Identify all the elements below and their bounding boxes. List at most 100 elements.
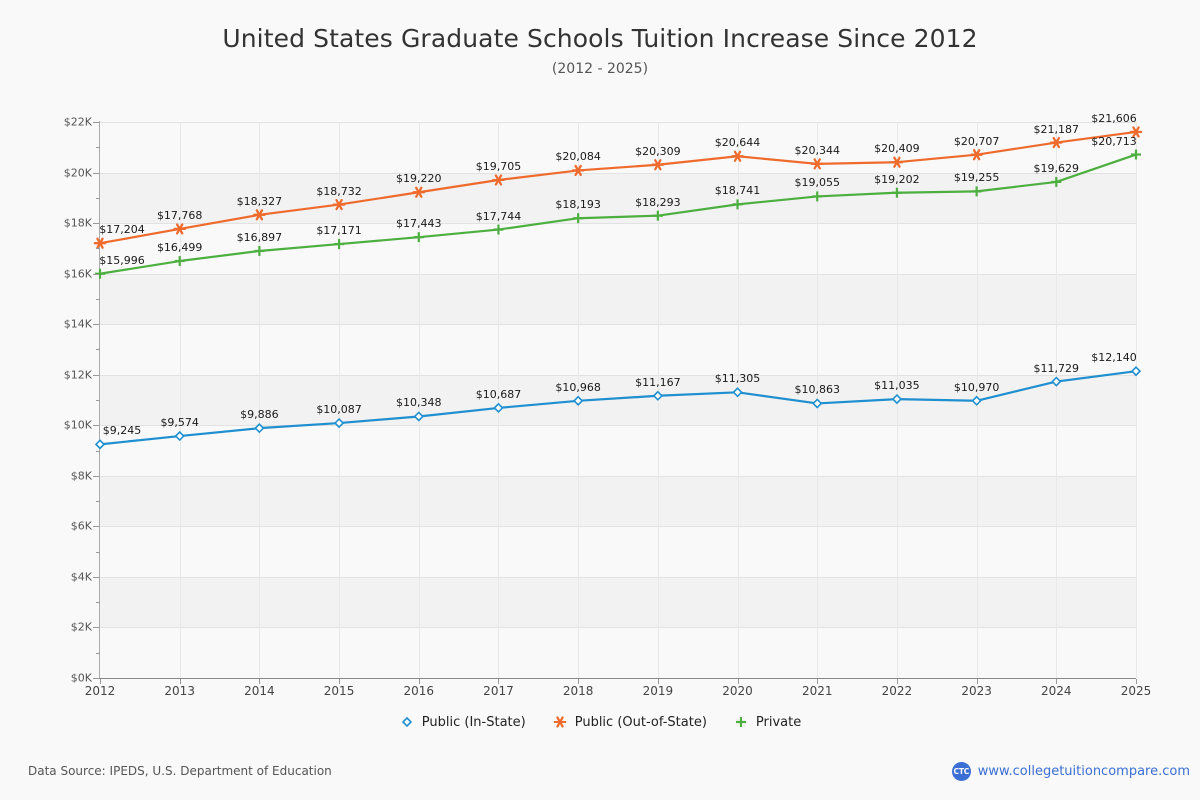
x-axis-tick-label: 2014	[244, 684, 275, 698]
x-axis-tick	[179, 679, 181, 684]
plus-icon	[735, 717, 746, 727]
asterisk-icon	[93, 237, 107, 249]
diamond-outline-icon	[652, 390, 663, 401]
x-axis-tick-label: 2017	[483, 684, 514, 698]
y-axis-tick	[93, 526, 99, 528]
series-line	[99, 130, 1137, 245]
plus-icon	[735, 717, 746, 727]
y-axis-tick	[93, 425, 99, 427]
y-axis-tick-label: $10K	[63, 418, 92, 432]
x-axis-tick-label: 2023	[961, 684, 992, 698]
y-axis-minor-tick	[96, 551, 100, 553]
asterisk-icon	[731, 150, 744, 162]
x-axis-tick	[259, 679, 261, 684]
gridline-vertical	[1056, 122, 1058, 678]
diamond-outline-icon	[401, 716, 412, 728]
legend-item[interactable]: Public (In-State)	[399, 714, 526, 730]
asterisk-icon	[810, 158, 824, 170]
plus-icon	[573, 213, 584, 224]
site-link[interactable]: CTC www.collegetuitioncompare.com	[951, 762, 1190, 781]
diamond-outline-icon	[94, 439, 106, 450]
diamond-outline-icon	[573, 395, 584, 406]
legend-item-label: Private	[755, 714, 802, 730]
y-axis-minor-tick	[96, 652, 100, 654]
diamond-outline-icon	[1051, 376, 1062, 387]
asterisk-icon	[553, 716, 566, 728]
plus-icon	[652, 210, 663, 221]
gridline-horizontal	[100, 374, 1136, 376]
x-axis-tick	[896, 679, 898, 684]
y-axis-tick	[93, 172, 99, 174]
plus-icon	[1131, 149, 1141, 160]
series-line	[99, 370, 1137, 446]
x-axis-tick	[657, 679, 659, 684]
plus-icon	[1051, 176, 1062, 187]
diamond-outline-icon	[333, 417, 345, 429]
gridline-horizontal	[100, 223, 1136, 225]
diamond-outline-icon	[812, 398, 823, 409]
x-axis-tick-label: 2021	[801, 684, 833, 698]
page-title: United States Graduate Schools Tuition I…	[222, 24, 978, 53]
plus-icon	[254, 245, 265, 256]
x-axis-tick-label: 2018	[562, 684, 594, 698]
y-axis-tick-label: $4K	[70, 570, 92, 584]
gridline-horizontal	[100, 273, 1136, 275]
gridline-horizontal	[100, 425, 1136, 427]
plot-band	[100, 172, 1136, 224]
x-axis-tick-label: 2024	[1041, 684, 1072, 698]
asterisk-icon	[492, 174, 505, 186]
y-axis-minor-tick	[96, 248, 100, 250]
plot-band	[100, 576, 1136, 628]
diamond-outline-icon	[401, 716, 412, 728]
y-axis-tick	[93, 223, 99, 225]
asterisk-icon	[1050, 136, 1063, 149]
asterisk-icon	[1129, 126, 1143, 138]
gridline-vertical	[179, 122, 181, 678]
x-axis-tick-label: 2013	[164, 684, 195, 698]
plus-icon	[732, 199, 743, 210]
x-axis-tick	[976, 679, 978, 684]
asterisk-icon	[253, 209, 266, 221]
x-axis-tick-label: 2022	[881, 684, 913, 698]
x-axis-tick-label: 2015	[323, 684, 355, 698]
asterisk-icon	[890, 156, 904, 168]
y-axis-minor-tick	[96, 450, 100, 452]
x-axis-tick	[817, 679, 819, 684]
x-axis-tick-label: 2025	[1120, 684, 1152, 698]
gridline-vertical	[339, 122, 341, 678]
y-axis-tick-label: $8K	[70, 469, 92, 483]
x-axis-tick	[737, 679, 739, 684]
x-axis-tick	[418, 679, 420, 684]
gridline-horizontal	[100, 475, 1136, 477]
x-axis-tick	[100, 679, 101, 684]
site-url-text: www.collegetuitioncompare.com	[977, 764, 1190, 779]
y-axis-tick-label: $12K	[63, 368, 92, 382]
y-axis-tick-label: $0K	[70, 671, 92, 685]
asterisk-icon	[970, 149, 983, 161]
diamond-outline-icon	[891, 393, 903, 405]
y-axis-minor-tick	[96, 197, 100, 199]
data-source-text: Data Source: IPEDS, U.S. Department of E…	[28, 764, 332, 778]
y-axis-tick	[93, 678, 99, 679]
x-axis-tick	[578, 679, 580, 684]
page-subtitle: (2012 - 2025)	[551, 61, 649, 77]
x-axis-tick	[339, 679, 341, 684]
y-axis-tick	[93, 475, 99, 477]
legend-item[interactable]: Private	[733, 714, 801, 730]
y-axis-tick-label: $18K	[63, 216, 92, 230]
chart-legend: Public (In-State) Public (Out-of-State) Pr…	[0, 714, 1200, 730]
y-axis-tick-label: $6K	[70, 519, 92, 533]
asterisk-icon	[332, 199, 346, 211]
asterisk-icon	[412, 186, 426, 198]
asterisk-icon	[651, 159, 665, 171]
legend-item[interactable]: Public (Out-of-State)	[552, 714, 707, 730]
y-axis-minor-tick	[96, 349, 100, 351]
y-axis-tick	[93, 576, 99, 578]
gridline-vertical	[498, 122, 500, 678]
asterisk-icon	[173, 223, 186, 235]
y-axis-tick-label: $2K	[70, 620, 92, 634]
y-axis-tick	[93, 374, 99, 376]
gridline-vertical	[259, 122, 261, 678]
y-axis-minor-tick	[96, 147, 100, 149]
gridline-horizontal	[100, 627, 1136, 629]
